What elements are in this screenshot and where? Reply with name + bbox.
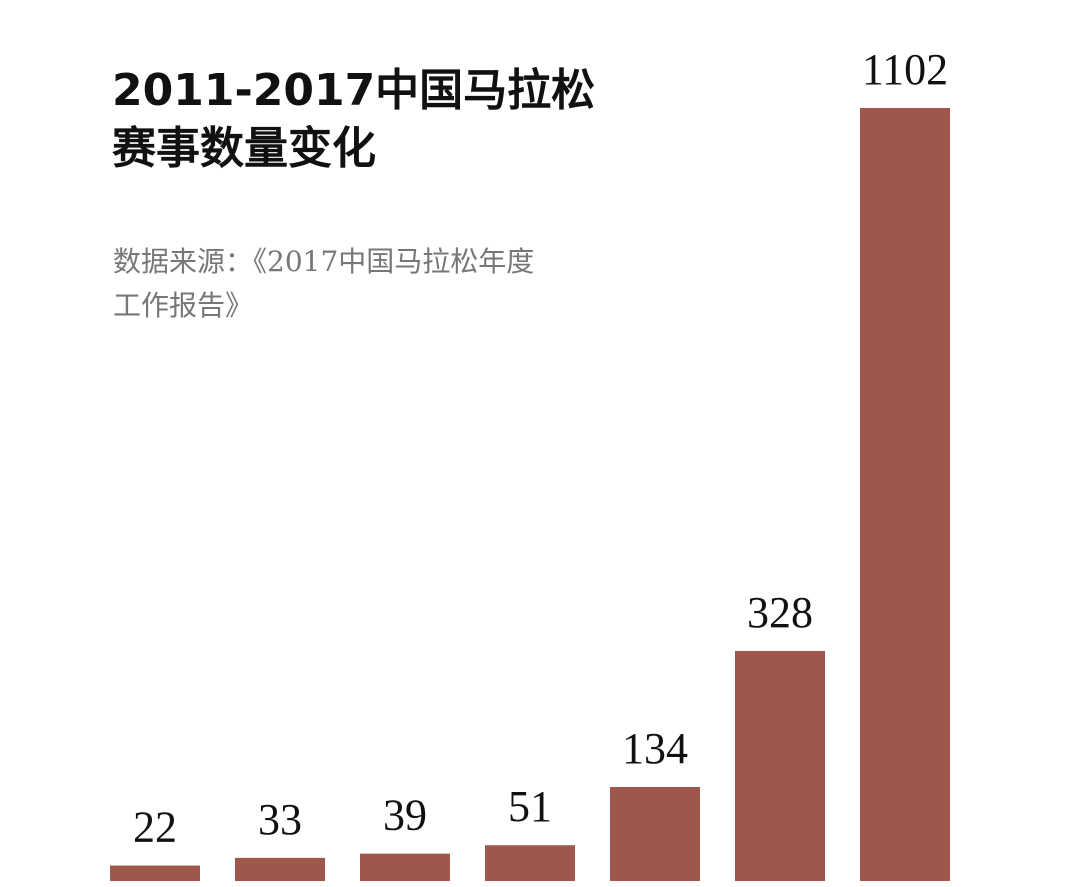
bar-2011 (110, 865, 200, 881)
data-label-2015: 134 (622, 724, 688, 773)
data-label-2012: 33 (258, 795, 302, 844)
bar-2016 (735, 650, 825, 881)
data-label-2013: 39 (383, 791, 427, 840)
data-source-line-2: 工作报告》 (113, 289, 254, 322)
bar-2013 (360, 853, 450, 881)
chart-title-line-2: 赛事数量变化 (112, 123, 376, 174)
data-source-line-1: 数据来源：《2017中国马拉松年度 (113, 245, 535, 278)
data-label-2014: 51 (508, 782, 552, 831)
data-source-note: 数据来源：《2017中国马拉松年度 工作报告》 (113, 240, 534, 328)
data-label-2011: 22 (133, 803, 177, 852)
bar-2014 (485, 845, 575, 881)
bar-2012 (235, 857, 325, 881)
chart-title: 2011-2017中国马拉松 赛事数量变化 (112, 62, 595, 178)
bar-2015 (610, 787, 700, 881)
chart-title-line-1: 2011-2017中国马拉松 (112, 65, 596, 116)
data-label-2017: 1102 (862, 45, 948, 94)
data-label-2016: 328 (747, 588, 813, 637)
bar-2017 (860, 108, 950, 881)
